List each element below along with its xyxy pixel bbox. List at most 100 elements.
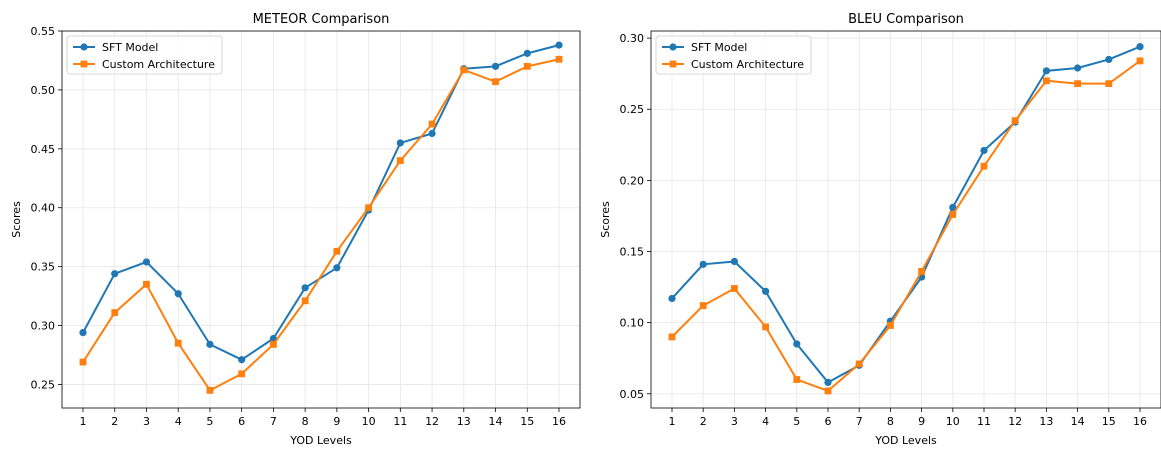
data-point [699, 302, 707, 309]
data-point [206, 386, 214, 394]
legend-box [66, 35, 223, 75]
x-tick-label: 9 [918, 415, 925, 428]
data-point [174, 290, 182, 298]
legend-label: Custom Architecture [691, 58, 804, 71]
y-tick-label: 0.25 [31, 378, 56, 391]
x-axis-label: YOD Levels [874, 434, 937, 447]
data-point [460, 66, 468, 74]
legend: SFT Model Custom Architecture [66, 35, 223, 75]
data-point [949, 211, 957, 218]
legend-label: Custom Architecture [102, 58, 215, 71]
y-tick-label: 0.55 [31, 25, 56, 38]
x-tick-label: 14 [1071, 415, 1085, 428]
x-tick-label: 5 [793, 415, 800, 428]
x-tick-label: 11 [393, 415, 407, 428]
data-point [855, 360, 863, 368]
data-point [523, 62, 531, 70]
x-tick-label: 4 [175, 415, 182, 428]
chart-title: METEOR Comparison [253, 12, 390, 27]
data-point [918, 268, 925, 275]
data-point [238, 370, 246, 378]
legend-box [655, 35, 812, 75]
series-line [82, 44, 560, 361]
data-point [111, 309, 119, 316]
x-tick-label: 16 [552, 415, 566, 428]
data-point [731, 285, 738, 292]
data-point [333, 247, 341, 255]
legend-marker [80, 60, 88, 68]
data-point [555, 41, 563, 49]
data-point [301, 297, 309, 305]
data-point [699, 260, 707, 268]
data-point [1105, 55, 1113, 64]
series-2 [79, 55, 563, 394]
y-tick-label: 0.30 [620, 32, 645, 45]
y-tick-label: 0.40 [31, 202, 56, 215]
x-tick-label: 8 [887, 415, 894, 428]
x-tick-label: 10 [362, 415, 376, 428]
x-tick-label: 6 [238, 415, 245, 428]
y-tick-label: 0.10 [620, 317, 645, 330]
x-tick-label: 1 [80, 415, 87, 428]
data-point [1105, 80, 1113, 88]
data-point [668, 333, 676, 341]
data-point [980, 146, 988, 155]
data-point [79, 329, 87, 337]
x-tick-label: 3 [143, 415, 150, 428]
chart-panel-2: 1 2 3 4 5 6 7 8 9 10 11 12 13 14 15 160.050.100.150.200… [599, 12, 1161, 447]
data-point [79, 358, 87, 366]
x-tick-label: 7 [270, 415, 277, 428]
series-line [82, 58, 560, 392]
x-tick-label: 16 [1133, 415, 1147, 428]
series-1 [668, 43, 1144, 386]
y-tick-label: 0.30 [31, 320, 56, 333]
data-point [492, 78, 499, 86]
axes-frame [650, 30, 1161, 409]
data-point [174, 339, 182, 347]
legend-marker [80, 43, 88, 51]
data-point [111, 270, 119, 278]
data-point [793, 340, 801, 348]
data-point [333, 264, 341, 272]
y-tick-label: 0.35 [31, 261, 56, 274]
data-point [206, 340, 214, 348]
y-tick-label: 0.45 [31, 143, 56, 156]
x-tick-label: 8 [302, 415, 309, 428]
series-line [671, 45, 1141, 384]
x-tick-label: 13 [457, 415, 471, 428]
legend-marker [669, 60, 677, 68]
data-point [1136, 57, 1144, 65]
chart-panel-1: 1 2 3 4 5 6 7 8 9 10 11 12 13 14 15 160.250.300.350.400… [10, 12, 581, 447]
x-tick-label: 12 [425, 415, 439, 428]
data-point [949, 203, 957, 212]
x-tick-label: 7 [856, 415, 863, 428]
x-tick-label: 1 [669, 415, 676, 428]
data-point [1042, 67, 1050, 75]
data-point [301, 284, 309, 292]
x-tick-label: 15 [1102, 415, 1116, 428]
x-tick-label: 14 [489, 415, 503, 428]
x-tick-label: 11 [977, 415, 991, 428]
data-point [428, 129, 436, 138]
data-point [491, 62, 500, 70]
data-point [980, 162, 988, 170]
y-axis-label: Scores [599, 201, 612, 238]
x-tick-label: 10 [946, 415, 960, 428]
legend: SFT Model Custom Architecture [655, 35, 812, 75]
data-point [1074, 80, 1081, 88]
legend-label: SFT Model [691, 41, 747, 54]
data-point [824, 387, 832, 395]
x-tick-label: 6 [825, 415, 832, 428]
y-tick-label: 0.20 [620, 174, 645, 187]
y-axis-label: Scores [10, 201, 23, 238]
data-point [730, 257, 739, 266]
x-tick-label: 9 [333, 415, 340, 428]
legend-marker [669, 43, 677, 51]
data-point [143, 280, 150, 288]
data-point [1043, 77, 1050, 85]
x-tick-label: 3 [731, 415, 738, 428]
data-point [1011, 117, 1019, 125]
data-point [142, 258, 151, 266]
